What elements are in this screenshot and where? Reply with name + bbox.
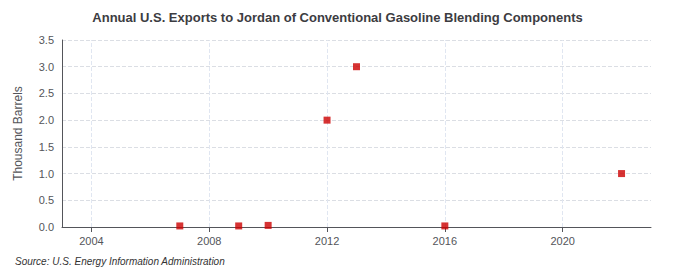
svg-text:0.5: 0.5 bbox=[39, 194, 54, 206]
svg-text:0.0: 0.0 bbox=[39, 221, 54, 233]
svg-text:3.0: 3.0 bbox=[39, 61, 54, 73]
svg-text:2012: 2012 bbox=[315, 235, 339, 247]
svg-text:Source: U.S. Energy Informatio: Source: U.S. Energy Information Administ… bbox=[15, 256, 225, 267]
svg-text:1.0: 1.0 bbox=[39, 168, 54, 180]
svg-text:Thousand Barrels: Thousand Barrels bbox=[11, 86, 25, 181]
svg-text:2004: 2004 bbox=[79, 235, 103, 247]
svg-text:2020: 2020 bbox=[550, 235, 574, 247]
svg-text:2.0: 2.0 bbox=[39, 114, 54, 126]
svg-text:2.5: 2.5 bbox=[39, 87, 54, 99]
svg-text:3.5: 3.5 bbox=[39, 34, 54, 46]
svg-text:Annual U.S. Exports to Jordan: Annual U.S. Exports to Jordan of Convent… bbox=[92, 10, 582, 25]
svg-text:1.5: 1.5 bbox=[39, 141, 54, 153]
svg-text:2016: 2016 bbox=[433, 235, 457, 247]
svg-text:2008: 2008 bbox=[197, 235, 221, 247]
